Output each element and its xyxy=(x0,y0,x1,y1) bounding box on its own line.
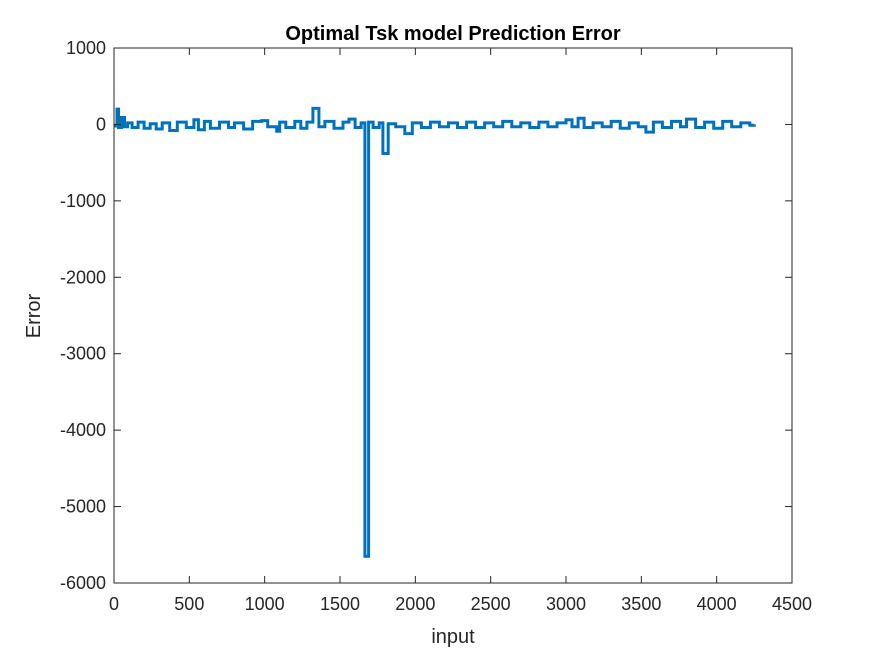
x-tick-label: 4000 xyxy=(697,594,737,614)
y-tick-label: -3000 xyxy=(60,344,106,364)
series-layer xyxy=(114,106,756,558)
x-tick-label: 3500 xyxy=(621,594,661,614)
x-tick-label: 3000 xyxy=(546,594,586,614)
axes-box xyxy=(113,47,793,584)
chart-title: Optimal Tsk model Prediction Error xyxy=(285,23,620,45)
x-axis-title: input xyxy=(431,626,475,648)
x-tick-label: 500 xyxy=(174,594,204,614)
y-axis-title: Error xyxy=(23,293,45,338)
y-tick-label: -1000 xyxy=(60,191,106,211)
x-tick-label: 2000 xyxy=(395,594,435,614)
y-tick-label: -4000 xyxy=(60,420,106,440)
x-tick-label: 4500 xyxy=(772,594,812,614)
y-tick-label: -6000 xyxy=(60,573,106,593)
y-tick-label: -5000 xyxy=(60,497,106,517)
x-tick-label: 1500 xyxy=(320,594,360,614)
y-tick-label: 0 xyxy=(96,114,106,134)
y-tick-label: -2000 xyxy=(60,267,106,287)
x-tick-label: 1000 xyxy=(245,594,285,614)
ticks-layer: 0 500 1000 1500 2000 2500 3000 3500 4000 4500 1000… xyxy=(60,38,812,614)
x-tick-label: 0 xyxy=(109,594,119,614)
axes-layer xyxy=(113,47,793,584)
x-tick-label: 2500 xyxy=(471,594,511,614)
series-line-0 xyxy=(114,106,756,558)
y-tick-label: 1000 xyxy=(66,38,106,58)
